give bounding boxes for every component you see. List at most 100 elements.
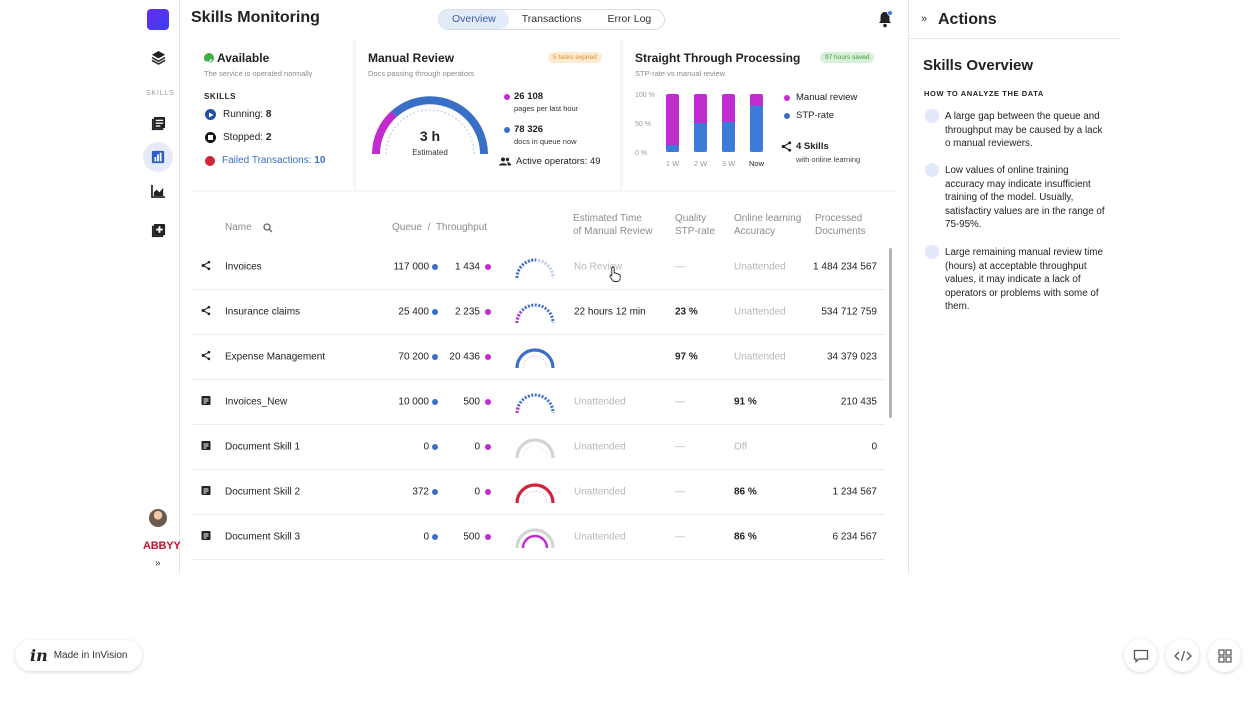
manual-review-title: Manual Review [368,51,455,65]
table-scrollbar[interactable] [889,248,892,418]
legend-stp-dot [784,112,790,119]
table-row[interactable]: Expense Management 70 200 20 436 97 % Un… [192,335,884,380]
col-name-header[interactable]: Name [225,221,273,234]
stp-card: Straight Through Processing STP-rate vs … [623,40,896,190]
manual-review-subtitle: Docs passing through operators [368,69,475,78]
document-icon [201,441,211,454]
throughput-dot [485,534,491,540]
skills-label: SKILLS [204,92,237,101]
throughput-dot [485,309,491,315]
brand-logo: ABBYY [143,540,181,552]
tab-transactions[interactable]: Transactions [521,13,582,25]
table-row[interactable]: Document Skill 2 372 0 Unattended — 86 %… [192,470,884,515]
col-quality-header[interactable]: Quality STP-rate [675,213,716,237]
throughput-value: 500 [463,396,480,408]
tab-overview[interactable]: Overview [439,10,509,29]
tip-bullet-icon [925,245,939,259]
skill-name[interactable]: Invoices_New [225,396,288,408]
stop-icon [205,132,216,143]
error-dot-icon [205,155,215,166]
skill-name[interactable]: Document Skill 3 [225,531,301,543]
col-online-header[interactable]: Online learning Accuracy [734,213,802,237]
bar-stp-rate [750,105,763,152]
x-tick-label: 2 W [694,159,708,168]
gauge-label: Estimated [412,148,448,157]
x-tick-label: 1 W [666,159,680,168]
table-row[interactable]: Insurance claims 25 400 2 235 22 hours 1… [192,290,884,335]
expand-chevron-icon[interactable]: » [155,558,161,569]
est-time-value: Unattended [574,396,626,408]
inspect-code-button[interactable] [1166,639,1199,672]
bar-manual-review [666,94,679,152]
actions-panel-header: » Actions [909,0,1121,39]
analytics-chart-icon[interactable] [148,181,168,201]
skill-name[interactable]: Document Skill 2 [225,486,301,498]
made-in-invision-badge[interactable]: in Made in InVision [15,640,142,671]
skill-name[interactable]: Expense Management [225,351,326,363]
actions-title: Actions [938,11,997,28]
x-tick-label: 3 W [722,159,736,168]
processed-value: 534 712 759 [821,306,877,318]
layers-icon[interactable] [148,47,168,67]
row-gauge [515,438,555,459]
docs-value: 78 326 [514,124,544,135]
y-tick-100: 100 % [635,92,655,99]
pages-dot [504,94,510,100]
queue-dot [432,489,438,495]
processed-value: 6 234 567 [832,531,878,543]
how-to-analyze-label: HOW TO ANALYZE THE DATA [924,89,1044,98]
row-gauge [515,483,555,504]
hours-saved-badge: 97 hours saved [820,52,875,63]
col-processed-header[interactable]: Processed Documents [815,213,866,237]
search-icon[interactable] [263,222,273,233]
skill-name[interactable]: Insurance claims [225,306,301,318]
stp-bar-chart: 1 W 2 W 3 W Now [666,94,765,168]
accuracy-value: Unattended [734,261,786,273]
comments-button[interactable] [1124,639,1157,672]
tip-bullet-icon [925,163,939,177]
throughput-dot [485,264,491,270]
skills-sub: with online learning [796,155,861,164]
collapse-panel-icon[interactable]: » [921,13,928,25]
review-time-gauge [372,96,488,155]
col-queue-header[interactable]: Queue / Throughput [392,222,488,233]
table-row[interactable]: Invoices 117 000 1 434 No Review — Unatt… [192,245,884,290]
row-gauge [515,303,555,324]
queue-value: 372 [412,486,429,498]
est-time-value: Unattended [574,531,626,543]
document-icon [201,486,211,499]
throughput-value: 1 434 [454,261,480,273]
skill-name[interactable]: Document Skill 1 [225,441,301,453]
table-row[interactable]: Document Skill 1 0 0 Unattended — Off 0 [192,425,884,470]
check-circle-icon [204,53,214,65]
stp-value: — [675,441,685,453]
user-avatar[interactable] [149,509,167,527]
actions-panel: » Actions Skills Overview HOW TO ANALYZE… [908,0,1121,574]
pages-label: pages per last hour [514,104,579,113]
throughput-value: 500 [463,531,480,543]
row-gauge [515,528,555,549]
processed-value: 1 484 234 567 [813,261,877,273]
status-title: Available [217,51,270,65]
screens-grid-button[interactable] [1208,639,1241,672]
sidebar-section-label: SKILLS [146,90,175,97]
col-est-time-header[interactable]: Estimated Time of Manual Review [573,213,653,237]
notification-bell-icon[interactable] [877,10,893,28]
skill-name[interactable]: Invoices [225,261,262,273]
active-operators: Active operators: 49 [499,156,601,167]
legend-manual-dot [784,94,790,101]
failed-transactions-link[interactable]: Failed Transactions: 10 [205,155,325,166]
est-time-value: 22 hours 12 min [574,306,646,318]
hand-cursor-icon [609,266,621,282]
app-logo[interactable] [147,9,169,30]
table-row[interactable]: Document Skill 3 0 500 Unattended — 86 %… [192,515,884,560]
monitoring-icon[interactable] [143,142,173,172]
left-rail: SKILLS ABBYY » [0,0,181,574]
throughput-value: 20 436 [449,351,480,363]
accuracy-value: Unattended [734,306,786,318]
x-tick-label: Now [749,159,765,168]
documents-icon[interactable] [148,113,168,133]
tab-error-log[interactable]: Error Log [607,13,652,25]
table-row[interactable]: Invoices_New 10 000 500 Unattended — 91 … [192,380,884,425]
add-skill-icon[interactable] [148,220,168,240]
